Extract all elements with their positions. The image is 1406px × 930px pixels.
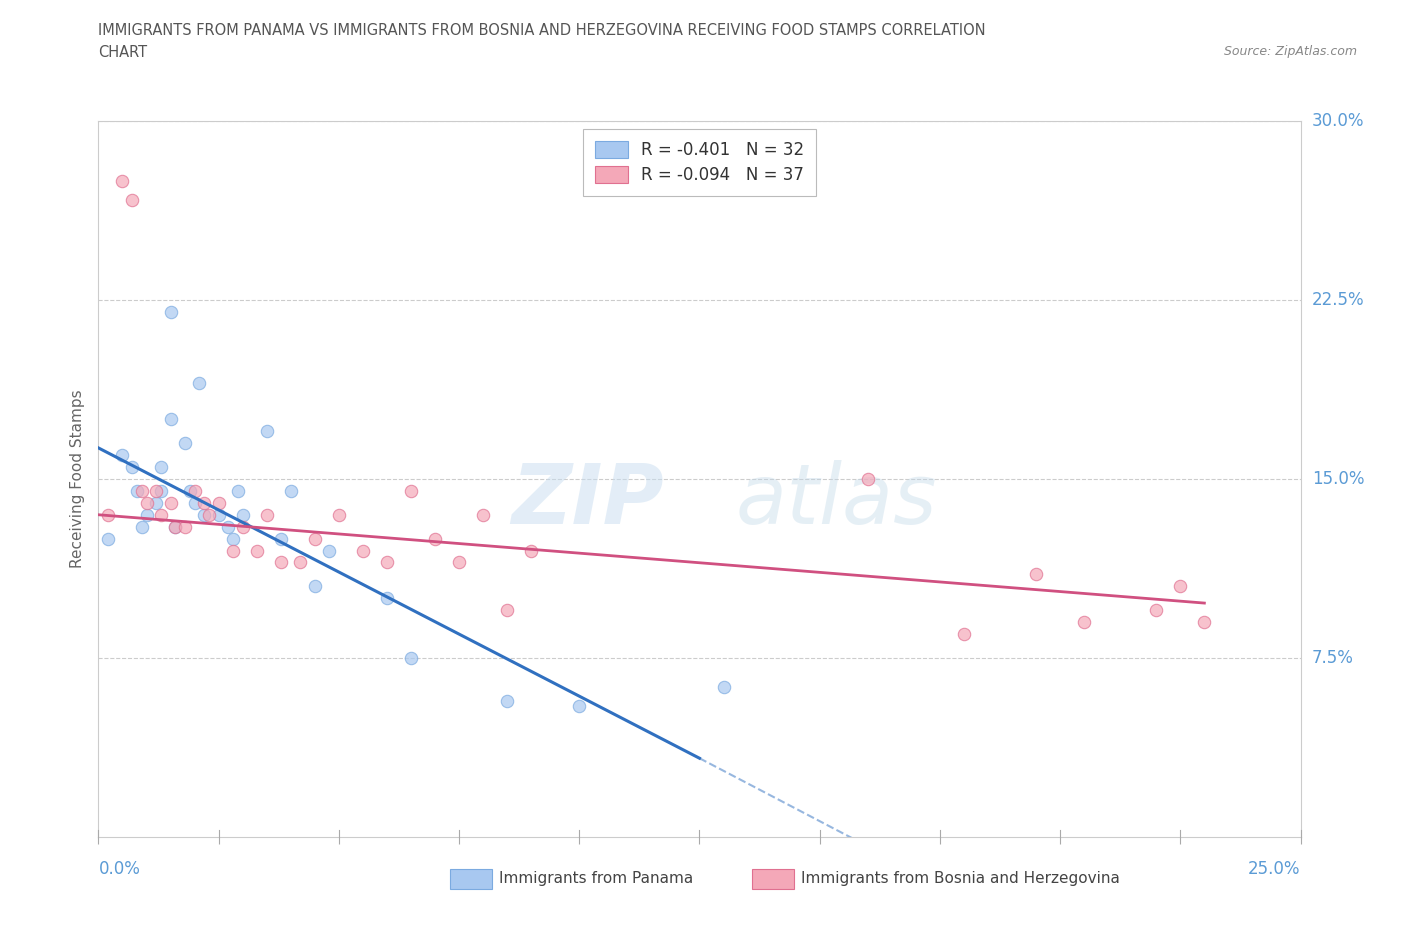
Point [270, 531, 292, 546]
Point [1170, 578, 1192, 594]
Point [496, 694, 519, 709]
Text: Immigrants from Panama: Immigrants from Panama [499, 871, 693, 886]
Text: 30.0%: 30.0% [1312, 112, 1364, 130]
Point [174, 519, 197, 534]
Point [318, 543, 340, 558]
Point [226, 484, 249, 498]
Point [131, 519, 153, 534]
Text: 7.5%: 7.5% [1312, 649, 1354, 667]
Point [193, 496, 215, 511]
Point [135, 508, 157, 523]
Point [149, 459, 172, 474]
Point [165, 519, 187, 534]
Point [149, 484, 172, 498]
Point [713, 679, 735, 694]
Point [125, 484, 148, 498]
Point [121, 459, 143, 474]
Point [447, 555, 470, 570]
Text: 22.5%: 22.5% [1312, 291, 1364, 309]
Point [159, 412, 181, 427]
Point [352, 543, 374, 558]
Point [135, 496, 157, 511]
Text: ZIP: ZIP [510, 460, 664, 541]
Point [423, 531, 446, 546]
Point [159, 304, 181, 319]
Point [399, 484, 422, 498]
Point [111, 447, 134, 462]
Point [198, 508, 221, 523]
Point [1025, 567, 1047, 582]
Point [145, 496, 167, 511]
Point [256, 508, 278, 523]
Text: 25.0%: 25.0% [1249, 860, 1301, 878]
Point [290, 555, 312, 570]
Point [208, 508, 231, 523]
Point [953, 627, 976, 642]
Point [375, 591, 398, 605]
Point [193, 508, 215, 523]
Point [222, 531, 245, 546]
Point [145, 484, 167, 498]
Point [179, 484, 201, 498]
Y-axis label: Receiving Food Stamps: Receiving Food Stamps [70, 390, 86, 568]
Point [246, 543, 269, 558]
Point [165, 519, 187, 534]
Text: Immigrants from Bosnia and Herzegovina: Immigrants from Bosnia and Herzegovina [801, 871, 1121, 886]
Point [183, 484, 205, 498]
Point [520, 543, 543, 558]
Point [131, 484, 153, 498]
Point [304, 531, 326, 546]
Point [174, 435, 197, 451]
Point [328, 508, 350, 523]
Point [375, 555, 398, 570]
Point [232, 519, 254, 534]
Point [1144, 603, 1167, 618]
Text: Source: ZipAtlas.com: Source: ZipAtlas.com [1223, 45, 1357, 58]
Point [149, 508, 172, 523]
Text: atlas: atlas [735, 460, 938, 541]
Point [399, 651, 422, 666]
Point [97, 508, 120, 523]
Point [568, 698, 591, 713]
Point [304, 578, 326, 594]
Point [232, 508, 254, 523]
Point [188, 376, 211, 391]
Point [97, 531, 120, 546]
Point [280, 484, 302, 498]
Point [111, 173, 134, 188]
Point [472, 508, 495, 523]
Point [159, 496, 181, 511]
Point [217, 519, 239, 534]
Point [183, 496, 205, 511]
Point [121, 193, 143, 207]
Point [222, 543, 245, 558]
Point [856, 472, 879, 486]
Point [208, 496, 231, 511]
Point [256, 424, 278, 439]
Text: 0.0%: 0.0% [98, 860, 141, 878]
Point [496, 603, 519, 618]
Text: 15.0%: 15.0% [1312, 470, 1364, 488]
Text: IMMIGRANTS FROM PANAMA VS IMMIGRANTS FROM BOSNIA AND HERZEGOVINA RECEIVING FOOD : IMMIGRANTS FROM PANAMA VS IMMIGRANTS FRO… [98, 23, 986, 38]
Point [1073, 615, 1095, 630]
Point [270, 555, 292, 570]
Text: CHART: CHART [98, 45, 148, 60]
Legend: R = -0.401   N = 32, R = -0.094   N = 37: R = -0.401 N = 32, R = -0.094 N = 37 [583, 129, 815, 195]
Point [1194, 615, 1216, 630]
